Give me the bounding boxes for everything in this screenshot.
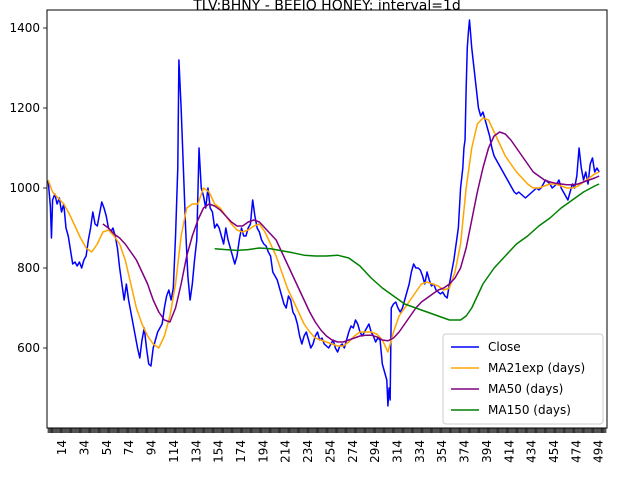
y-tick-label: 800 (17, 261, 40, 275)
legend-box (442, 333, 604, 425)
x-tick-label: 274 (346, 440, 360, 463)
x-tick-label: 134 (189, 440, 203, 463)
x-axis: 14 34 54 74 94 114 134 154 174 194 214 234 254 274 294… (47, 428, 607, 463)
x-tick-label: 194 (256, 440, 270, 463)
x-tick-label: 254 (323, 440, 337, 463)
x-tick-label: 434 (525, 440, 539, 463)
x-tick-label: 314 (390, 440, 404, 463)
x-tick-label: 294 (368, 440, 382, 463)
x-tick-label: 74 (122, 440, 136, 455)
legend-label: MA50 (days) (488, 382, 563, 396)
x-tick-label: 154 (212, 440, 226, 463)
x-tick-label: 214 (279, 440, 293, 463)
plot-frame (46, 9, 608, 429)
legend-label: MA150 (days) (488, 403, 571, 417)
x-tick-label: 54 (100, 440, 114, 455)
x-tick-label: 414 (502, 440, 516, 463)
x-tick-label: 234 (301, 440, 315, 463)
x-tick-label: 454 (547, 440, 561, 463)
legend-label: MA21exp (days) (488, 361, 585, 375)
x-tick-label: 174 (234, 440, 248, 463)
x-tick-label: 34 (78, 440, 92, 455)
y-tick-label: 1400 (9, 21, 40, 35)
y-tick-label: 1200 (9, 101, 40, 115)
y-axis: 600 800 1000 1200 1400 (9, 21, 47, 355)
x-tick-label: 474 (569, 440, 583, 463)
series-layer (47, 19, 600, 407)
x-tick-label: 14 (55, 440, 69, 455)
series-line-2 (47, 117, 600, 353)
y-tick-label: 1000 (9, 181, 40, 195)
x-tick-label: 334 (413, 440, 427, 463)
series-line-1 (47, 19, 600, 407)
x-tick-label: 374 (458, 440, 472, 463)
legend: Close MA21exp (days) MA50 (days) MA150 (day… (442, 333, 604, 425)
x-tick-label: 494 (592, 440, 606, 463)
x-tick-label: 354 (435, 440, 449, 463)
series-line-4 (214, 183, 600, 321)
chart-title: TLV:BHNY - BEEIO HONEY: interval=1d (192, 0, 461, 14)
series-line-3 (102, 131, 600, 343)
x-tick-label: 394 (480, 440, 494, 463)
x-tick-label: 114 (167, 440, 181, 463)
legend-label: Close (488, 340, 521, 354)
x-tick-label: 94 (145, 440, 159, 455)
y-tick-label: 600 (17, 341, 40, 355)
